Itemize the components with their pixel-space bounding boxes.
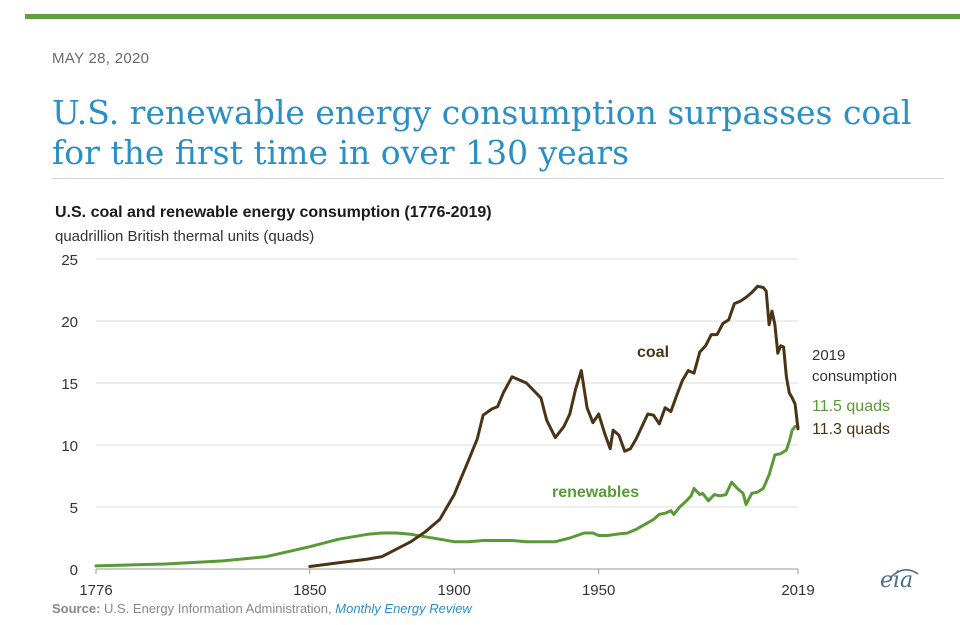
annotation-consumption: consumption [812,368,897,385]
renewables-2019-value: 11.5 quads [812,398,890,415]
chart-subtitle: quadrillion British thermal units (quads… [55,228,315,245]
eia-logo-text: eia [880,568,914,593]
source-label: Source: [52,601,101,616]
y-tick-label: 5 [70,500,78,517]
top-accent-rule [25,14,960,19]
eia-logo-icon [889,569,919,579]
y-tick-label: 10 [61,438,78,455]
annotation-year: 2019 [812,347,845,364]
publish-date: MAY 28, 2020 [52,50,150,67]
y-tick-label: 20 [61,314,78,331]
source-text: U.S. Energy Information Administration, [104,601,332,616]
renewables-series-label: renewables [552,484,639,501]
coal-2019-value: 11.3 quads [812,421,890,438]
coal-series-label: coal [637,344,669,361]
source-note: Source: U.S. Energy Information Administ… [52,601,472,616]
chart-title: U.S. coal and renewable energy consumpti… [55,204,492,221]
page-headline: U.S. renewable energy consumption surpas… [52,93,912,172]
source-link[interactable]: Monthly Energy Review [335,601,472,616]
series-line-coal [308,284,800,568]
y-tick-label: 15 [61,376,78,393]
x-tick-label: 1776 [79,582,112,599]
x-tick-label: 1950 [582,582,615,599]
series-line-renewables [94,424,800,568]
x-tick-label: 2019 [781,582,814,599]
title-divider [52,178,944,179]
x-tick-label: 1850 [293,582,326,599]
y-tick-label: 0 [70,562,78,579]
x-tick-label: 1900 [438,582,471,599]
y-tick-label: 25 [61,252,78,269]
